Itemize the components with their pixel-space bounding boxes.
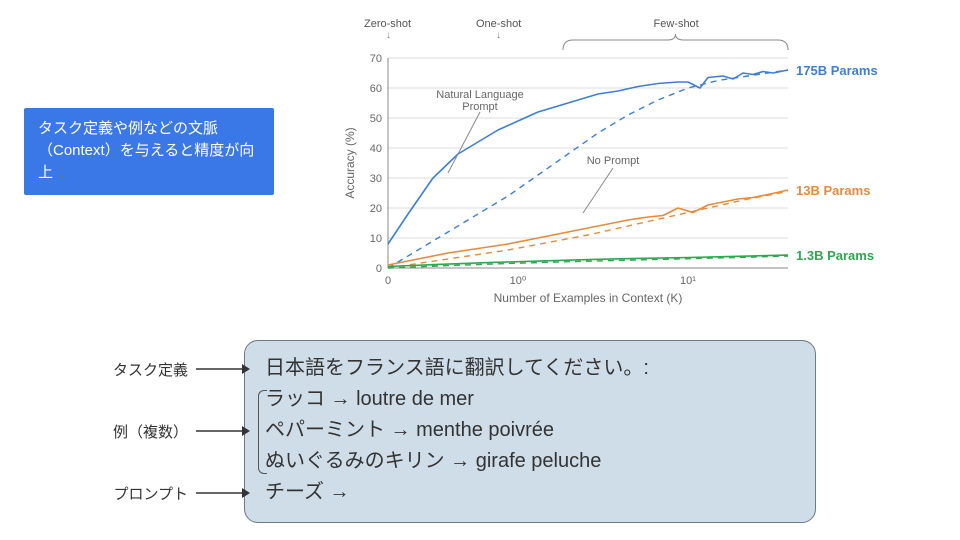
- context-callout: タスク定義や例などの文脈（Context）を与えると精度が向上: [24, 108, 274, 195]
- down-arrow-icon: ↓: [386, 30, 391, 41]
- svg-text:10: 10: [370, 233, 382, 245]
- task-definition-line: 日本語をフランス語に翻訳してください。:: [265, 353, 795, 384]
- svg-text:60: 60: [370, 83, 382, 95]
- svg-text:30: 30: [370, 173, 382, 185]
- chart-svg: 0 10 20 30 40 50 60 70 0 10⁰ 10¹ Number of Examples…: [330, 18, 850, 318]
- example-line: ぬいぐるみのキリン → girafe peluche: [265, 446, 795, 477]
- example-line: ペパーミント → menthe poivrée: [265, 415, 795, 446]
- series-label-175b: 175B Params: [796, 63, 878, 78]
- svg-text:0: 0: [376, 263, 382, 275]
- zero-shot-label: Zero-shot: [364, 18, 411, 30]
- svg-text:50: 50: [370, 113, 382, 125]
- svg-text:0: 0: [385, 275, 391, 287]
- arrow-icon: [196, 363, 250, 364]
- example-line: ラッコ → loutre de mer: [265, 384, 795, 415]
- context-callout-text: タスク定義や例などの文脈（Context）を与えると精度が向上: [38, 120, 254, 181]
- one-shot-label: One-shot: [476, 18, 521, 30]
- series-label-1-3b: 1.3B Params: [796, 248, 874, 263]
- row-label-prompt: プロンプト: [78, 483, 188, 504]
- svg-text:Accuracy (%): Accuracy (%): [343, 127, 357, 198]
- few-shot-label: Few-shot: [654, 18, 699, 30]
- svg-text:Natural Language: Natural Language: [436, 89, 523, 101]
- svg-text:Prompt: Prompt: [462, 101, 497, 113]
- svg-text:Number of Examples in Context: Number of Examples in Context (K): [494, 291, 683, 305]
- svg-text:10¹: 10¹: [680, 275, 696, 287]
- arrow-icon: [196, 487, 250, 488]
- query-line: チーズ →: [265, 477, 795, 508]
- svg-text:70: 70: [370, 53, 382, 65]
- svg-text:20: 20: [370, 203, 382, 215]
- arrow-icon: [196, 425, 250, 426]
- svg-text:40: 40: [370, 143, 382, 155]
- row-label-task: タスク定義: [78, 359, 188, 380]
- accuracy-chart: Zero-shot ↓ One-shot ↓ Few-shot 0 10 20 30 4…: [330, 18, 850, 318]
- svg-text:10⁰: 10⁰: [510, 275, 527, 287]
- row-label-examples: 例（複数）: [78, 421, 188, 442]
- svg-text:No Prompt: No Prompt: [587, 155, 640, 167]
- prompt-example-box: 日本語をフランス語に翻訳してください。: ラッコ → loutre de mer…: [244, 340, 816, 523]
- down-arrow-icon: ↓: [496, 30, 501, 41]
- series-label-13b: 13B Params: [796, 183, 870, 198]
- examples-brace-icon: [258, 390, 267, 474]
- slide-stage: タスク定義や例などの文脈（Context）を与えると精度が向上 Zero-sho…: [0, 0, 960, 540]
